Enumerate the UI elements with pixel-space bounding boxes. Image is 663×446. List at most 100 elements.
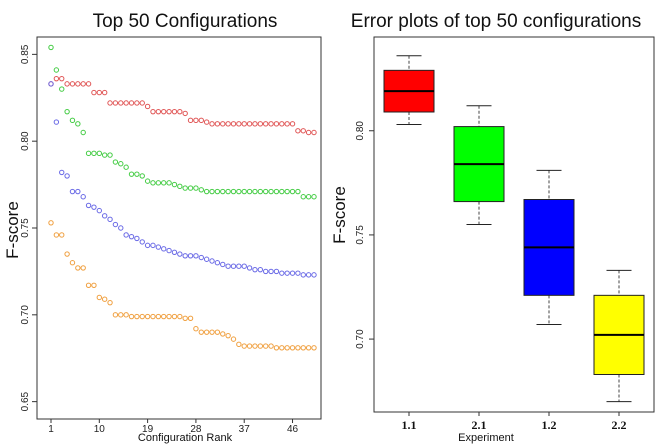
data-point <box>128 171 135 177</box>
data-point <box>107 216 113 223</box>
data-point <box>220 261 226 268</box>
data-point <box>64 173 70 179</box>
data-point <box>209 188 215 195</box>
data-point <box>123 232 129 238</box>
data-point <box>289 345 296 351</box>
box-1-2 <box>523 169 575 325</box>
data-point <box>198 329 204 335</box>
data-point <box>305 345 312 351</box>
data-point <box>161 313 167 320</box>
y-tick-label: 0.70 <box>20 305 31 325</box>
data-point <box>48 44 54 51</box>
box-x-ticks: 1.1 2.1 1.2 2.2 <box>402 412 627 432</box>
data-point <box>182 253 188 259</box>
data-point <box>284 188 290 195</box>
data-point <box>155 313 162 320</box>
data-point <box>150 313 156 320</box>
data-point <box>230 121 237 127</box>
data-point <box>59 75 65 82</box>
data-point <box>198 117 204 124</box>
data-point <box>134 313 140 320</box>
data-point <box>295 128 301 134</box>
y-tick-label: 0.80 <box>355 121 366 141</box>
data-point <box>69 188 76 195</box>
data-point <box>225 332 231 339</box>
data-point <box>289 121 296 127</box>
data-point <box>69 81 76 87</box>
data-point <box>295 188 301 195</box>
x-tick-label: 2.2 <box>612 418 627 432</box>
data-point <box>64 81 70 87</box>
x-tick-label: 19 <box>142 424 154 435</box>
data-point <box>230 336 237 342</box>
data-point <box>134 171 140 177</box>
data-point <box>193 117 199 124</box>
data-point <box>187 315 194 321</box>
data-point <box>257 121 264 127</box>
x-tick-label: 1.1 <box>402 418 417 432</box>
data-point <box>236 341 242 348</box>
data-point <box>246 343 253 349</box>
data-point <box>59 86 65 92</box>
data-point <box>118 161 124 167</box>
box-x-axis-label: Experiment <box>458 432 514 444</box>
data-point <box>236 121 242 127</box>
data-point <box>300 128 306 134</box>
y-tick-label: 0.80 <box>20 131 31 151</box>
data-point <box>300 194 306 200</box>
data-point <box>75 81 81 87</box>
box-plot-frame <box>373 36 655 413</box>
data-point <box>112 312 119 318</box>
data-point <box>273 345 280 351</box>
scatter-title: Top 50 Configurations <box>93 11 278 32</box>
data-point <box>187 117 194 124</box>
box-2-1 <box>453 105 505 225</box>
data-point <box>69 117 76 124</box>
data-point <box>225 121 231 127</box>
data-point <box>279 121 285 127</box>
y-tick-label: 0.85 <box>20 44 31 64</box>
scatter-x-ticks: 1 10 19 28 37 46 <box>48 419 299 435</box>
data-point <box>279 270 285 276</box>
data-point <box>59 169 65 176</box>
data-point <box>220 331 226 337</box>
data-point <box>279 188 285 195</box>
data-point <box>177 251 183 257</box>
data-point <box>209 121 215 127</box>
data-point <box>236 263 242 269</box>
data-point <box>96 294 103 301</box>
data-point <box>134 100 140 106</box>
data-point <box>262 188 269 195</box>
data-point <box>171 181 178 188</box>
data-point <box>80 194 86 200</box>
data-point <box>85 81 92 87</box>
data-point <box>59 232 65 238</box>
data-point <box>48 220 54 226</box>
data-point <box>161 246 167 252</box>
data-point <box>262 343 269 349</box>
data-point <box>53 75 60 82</box>
data-point <box>128 233 135 240</box>
data-point <box>139 239 145 245</box>
data-point <box>139 173 145 179</box>
data-point <box>225 188 231 195</box>
data-point <box>246 188 253 195</box>
data-point <box>257 188 264 195</box>
box-title: Error plots of top 50 configurations <box>351 11 641 32</box>
data-point <box>225 263 231 269</box>
data-point <box>268 343 274 349</box>
box-2-2 <box>593 269 645 403</box>
data-point <box>91 150 97 157</box>
data-point <box>107 299 113 306</box>
data-point <box>171 313 178 320</box>
data-point <box>150 108 156 115</box>
data-point <box>75 188 81 195</box>
data-point <box>305 194 312 200</box>
data-point <box>123 164 129 170</box>
data-point <box>64 251 70 257</box>
data-point <box>268 268 274 275</box>
data-point <box>171 108 178 115</box>
data-point <box>166 108 172 115</box>
x-tick-label: 28 <box>190 424 202 435</box>
